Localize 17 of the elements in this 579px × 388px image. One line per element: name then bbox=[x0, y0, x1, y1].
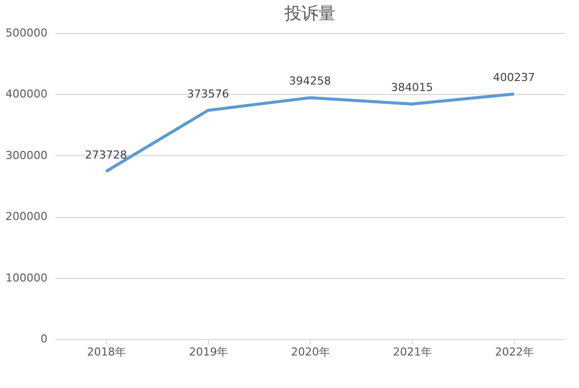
y-tick-label: 100000 bbox=[6, 271, 48, 284]
data-label: 373576 bbox=[187, 87, 229, 100]
data-label: 273728 bbox=[85, 148, 127, 162]
x-tick-label: 2021年 bbox=[393, 346, 432, 358]
y-tick-label: 300000 bbox=[6, 148, 48, 162]
data-label: 400237 bbox=[493, 71, 535, 84]
chart-title: 投诉量 bbox=[284, 4, 336, 24]
data-label: 384015 bbox=[391, 80, 433, 94]
y-tick-label: 0 bbox=[40, 332, 48, 346]
data-label: 394258 bbox=[289, 74, 331, 88]
y-tick-label: 400000 bbox=[6, 88, 48, 101]
x-tick-label: 2022年 bbox=[495, 346, 534, 358]
x-tick-label: 2020年 bbox=[291, 346, 330, 358]
y-tick-label: 500000 bbox=[6, 26, 48, 40]
y-tick-label: 200000 bbox=[6, 210, 48, 224]
x-tick-label: 2018年 bbox=[87, 346, 126, 358]
x-tick-label: 2019年 bbox=[189, 346, 228, 358]
